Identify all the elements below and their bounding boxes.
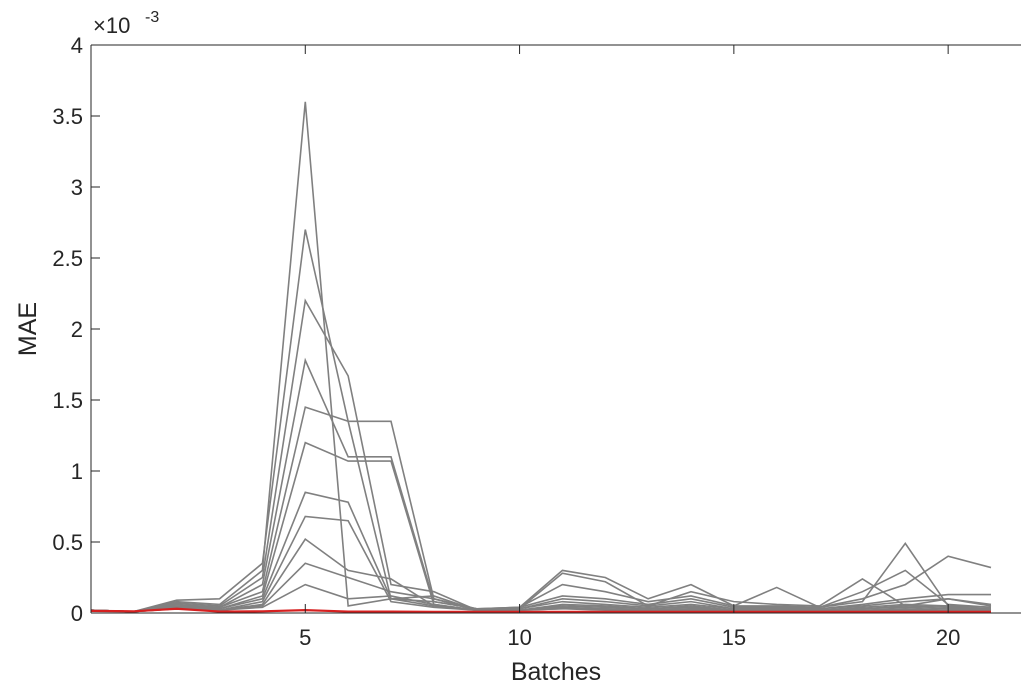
data-line	[91, 583, 991, 613]
y-axis-title: MAE	[14, 302, 42, 356]
y-tick-label: 4	[71, 33, 83, 58]
plot-area	[91, 101, 992, 613]
y-tick-label: 1	[71, 459, 83, 484]
data-line	[91, 229, 992, 613]
x-axis-title: Batches	[511, 658, 601, 686]
data-line	[91, 357, 992, 613]
y-tick-label: 3	[71, 175, 83, 200]
data-line	[91, 515, 992, 613]
data-line	[91, 298, 992, 613]
data-line	[91, 441, 992, 613]
data-line	[91, 607, 991, 613]
x-tick-label: 5	[299, 625, 311, 650]
y-tick-label: 0.5	[52, 530, 83, 555]
y-multiplier-power: -3	[145, 9, 159, 26]
y-tick-label: 1.5	[52, 388, 83, 413]
data-line	[91, 101, 992, 613]
x-tick-label: 10	[507, 625, 531, 650]
y-multiplier-base: ×10	[93, 13, 130, 38]
x-tick-label: 15	[722, 625, 746, 650]
data-line	[91, 406, 991, 613]
y-tick-label: 0	[71, 601, 83, 626]
x-tick-label: 20	[936, 625, 960, 650]
y-tick-label: 3.5	[52, 104, 83, 129]
y-tick-label: 2.5	[52, 246, 83, 271]
y-tick-label: 2	[71, 317, 83, 342]
